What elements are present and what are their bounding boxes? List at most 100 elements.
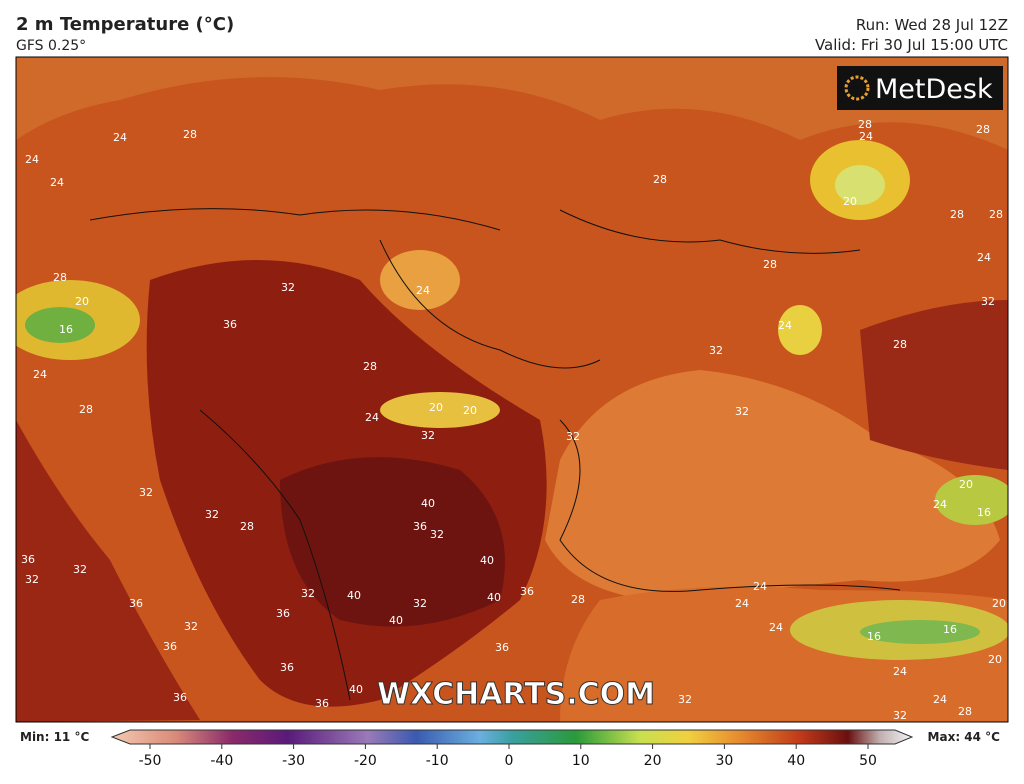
sea-region	[545, 370, 1000, 600]
cool-spot	[935, 475, 1008, 525]
model: GFS 0.25°	[16, 38, 86, 54]
contour-label: 32	[893, 709, 907, 722]
contour-label: 36	[129, 597, 143, 610]
contour-label: 36	[495, 641, 509, 654]
contour-label: 20	[463, 404, 477, 417]
contour-label: 24	[50, 176, 64, 189]
contour-label: 32	[413, 597, 427, 610]
region	[16, 57, 1008, 150]
contour-label: 28	[571, 593, 585, 606]
logo: MetDesk	[875, 74, 993, 105]
contour-label: 24	[778, 319, 792, 332]
contour-label: 24	[859, 130, 873, 143]
logo-box	[837, 66, 1003, 110]
contour-label: 24	[33, 368, 47, 381]
cool-spot	[380, 250, 460, 310]
hot-region	[280, 457, 505, 627]
contour-label: 32	[421, 429, 435, 442]
contour-label: 24	[893, 665, 907, 678]
contour-label: 16	[943, 623, 957, 636]
contour-label: 36	[315, 697, 329, 710]
colorbar-tick-label: 20	[644, 753, 662, 769]
contour-label: 24	[933, 498, 947, 511]
hot-region	[860, 300, 1008, 470]
colorbar-tick-label: -30	[282, 753, 305, 769]
contour-label: 28	[958, 705, 972, 718]
contour-label: 24	[977, 251, 991, 264]
contour-label: 20	[988, 653, 1002, 666]
contour-label: 32	[981, 295, 995, 308]
contour-label: 36	[173, 691, 187, 704]
contour-label: 20	[429, 401, 443, 414]
contour-label: 32	[139, 486, 153, 499]
contour-label: 20	[843, 195, 857, 208]
run-time: Run: Wed 28 Jul 12Z	[856, 16, 1008, 34]
min-label: Min: 11 °C	[20, 730, 89, 744]
contour-label: 16	[867, 630, 881, 643]
contour-label: 24	[25, 153, 39, 166]
contour-label: 20	[959, 478, 973, 491]
contour-label: 24	[933, 693, 947, 706]
contour-label: 20	[75, 295, 89, 308]
title: 2 m Temperature (°C)	[16, 14, 234, 35]
contour-label: 40	[487, 591, 501, 604]
contour-label: 24	[113, 131, 127, 144]
contour-label: 40	[480, 554, 494, 567]
contour-label: 28	[653, 173, 667, 186]
contour-label: 28	[893, 338, 907, 351]
contour-label: 36	[520, 585, 534, 598]
contour-label: 28	[976, 123, 990, 136]
contour-label: 24	[753, 580, 767, 593]
contour-label: 36	[413, 520, 427, 533]
colorbar-tick-label: 40	[787, 753, 805, 769]
cool-spot	[778, 305, 822, 355]
border	[89, 208, 901, 701]
contour-label: 24	[416, 284, 430, 297]
contour-label: 24	[735, 597, 749, 610]
watermark: WXCHARTS.COM	[377, 677, 655, 712]
max-label: Max: 44 °C	[928, 730, 1001, 744]
contour-label: 20	[992, 597, 1006, 610]
colorbar-tick-label: 30	[715, 753, 733, 769]
contour-label: 36	[163, 640, 177, 653]
contour-label: 32	[73, 563, 87, 576]
colorbar	[110, 729, 914, 745]
contour-label: 40	[349, 683, 363, 696]
contour-label: 28	[363, 360, 377, 373]
contour-label: 16	[977, 506, 991, 519]
contour-label: 36	[280, 661, 294, 674]
contour-label: 28	[858, 118, 872, 131]
colorbar-tick-label: 50	[859, 753, 877, 769]
contour-label: 32	[735, 405, 749, 418]
colorbar-tick-label: -20	[354, 753, 377, 769]
contour-label: 28	[989, 208, 1003, 221]
contour-label: 32	[281, 281, 295, 294]
cool-spot	[380, 392, 500, 428]
cool-spot	[860, 620, 980, 644]
contour-label: 24	[769, 621, 783, 634]
contour-label: 28	[950, 208, 964, 221]
contour-label: 36	[223, 318, 237, 331]
contour-label: 40	[421, 497, 435, 510]
contour-label: 32	[709, 344, 723, 357]
contour-label: 28	[79, 403, 93, 416]
colorbar-tick-label: -40	[210, 753, 233, 769]
colorbar-tick-label: -10	[426, 753, 449, 769]
contour-label: 16	[59, 323, 73, 336]
contour-label: 32	[25, 573, 39, 586]
contour-label: 28	[53, 271, 67, 284]
valid-time: Valid: Fri 30 Jul 15:00 UTC	[815, 36, 1008, 54]
cool-spot	[25, 307, 95, 343]
contour-label: 24	[365, 411, 379, 424]
contour-label: 28	[183, 128, 197, 141]
contour-label: 40	[347, 589, 361, 602]
contour-label: 32	[430, 528, 444, 541]
contour-label: 32	[301, 587, 315, 600]
colorbar-tick-label: 0	[505, 753, 514, 769]
hot-region	[16, 420, 200, 722]
colorbar-tick-label: -50	[139, 753, 162, 769]
map: WXCHARTS.COM 282424242820162428323628242…	[16, 57, 1008, 722]
logo-icon	[844, 75, 870, 101]
colorbar-tick-label: 10	[572, 753, 590, 769]
